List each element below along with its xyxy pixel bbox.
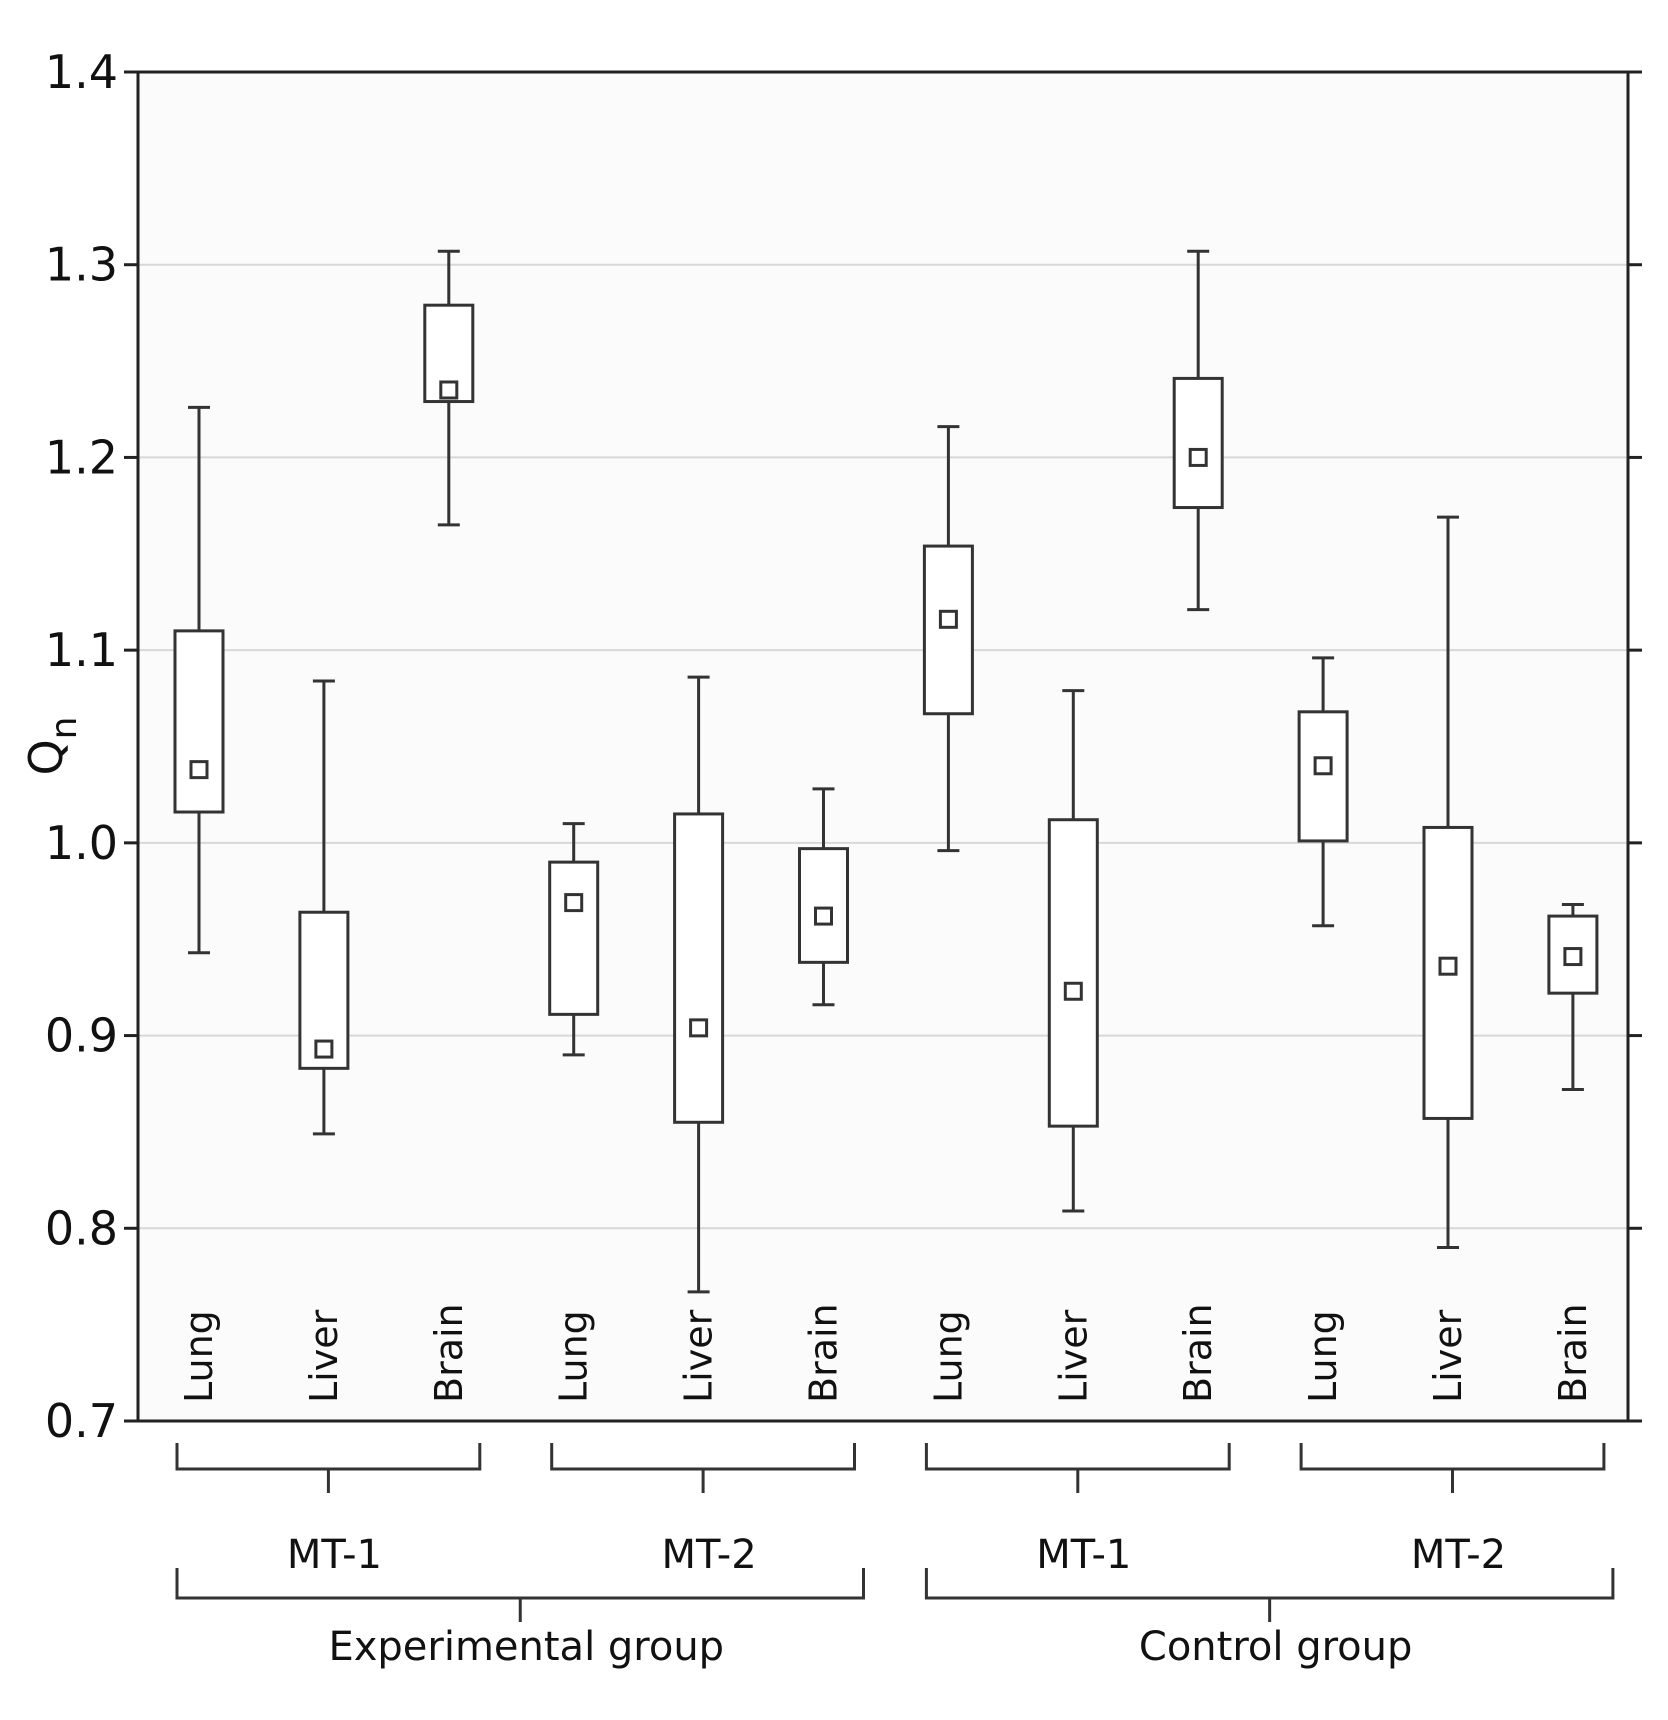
grid-lines [138, 263, 1628, 1230]
y-tick-label-7: 1.4 [45, 45, 118, 99]
group-label-1: MT-2 [662, 1532, 757, 1578]
y-tick-label-5: 1.2 [45, 430, 118, 484]
category-label-10: Liver [1426, 1309, 1470, 1403]
box-8-body [1172, 376, 1224, 510]
category-label-11: Brain [1551, 1303, 1595, 1403]
category-label-0: Lung [177, 1310, 221, 1403]
box-3-mean-marker [564, 893, 584, 913]
group-label-2: MT-1 [1036, 1532, 1131, 1578]
group-label-0: MT-1 [287, 1532, 382, 1578]
box-0 [173, 405, 225, 955]
box-7-body [1047, 818, 1099, 1128]
box-8-mean-marker [1188, 447, 1208, 467]
y-axis: 0.7 0.8 0.9 1.0 1.1 1.2 1.3 1.4 [45, 45, 1642, 1448]
box-10 [1422, 515, 1474, 1250]
box-8 [1172, 249, 1224, 612]
box-7 [1047, 689, 1099, 1213]
group-label-3: MT-2 [1411, 1532, 1506, 1578]
box-5-mean-marker [814, 906, 833, 926]
box-7-mean-marker [1063, 981, 1083, 1001]
box-3 [548, 822, 600, 1057]
box-2 [423, 249, 475, 527]
y-tick-label-0: 0.7 [45, 1394, 118, 1448]
box-5-body [798, 847, 849, 964]
group-brackets: MT-1 MT-2 MT-1 MT-2 Experimental group Contro… [175, 1443, 1615, 1670]
box-1-mean-marker [314, 1039, 334, 1059]
plot-area [138, 72, 1628, 1421]
category-label-5: Brain [802, 1303, 846, 1403]
supergroup-bracket-1 [924, 1568, 1615, 1622]
box-5 [798, 787, 849, 1007]
box-2-mean-marker [439, 380, 459, 400]
box-6-body [922, 544, 974, 716]
category-labels: Lung Liver Brain Lung Liver Brain Lung Liver Bra… [177, 1303, 1595, 1403]
group-bracket-1 [550, 1443, 856, 1493]
y-axis-label-main: Q [19, 739, 73, 775]
box-9 [1297, 656, 1349, 928]
category-label-4: Liver [677, 1309, 721, 1403]
plot-frame [136, 70, 1630, 1423]
supergroup-label-0: Experimental group [328, 1624, 724, 1670]
box-1 [298, 679, 350, 1136]
box-6 [922, 425, 974, 853]
box-11-mean-marker [1563, 947, 1583, 967]
y-tick-label-3: 1.0 [45, 816, 118, 870]
category-label-1: Liver [302, 1309, 346, 1403]
box-0-body [173, 629, 225, 814]
box-6-mean-marker [938, 609, 958, 629]
boxes [173, 249, 1599, 1294]
group-bracket-0 [175, 1443, 482, 1493]
y-tick-label-2: 0.9 [45, 1009, 118, 1063]
group-bracket-2 [924, 1443, 1231, 1493]
group-bracket-3 [1299, 1443, 1606, 1493]
box-4-mean-marker [689, 1018, 709, 1038]
category-label-8: Brain [1176, 1303, 1220, 1403]
category-label-7: Liver [1051, 1309, 1095, 1403]
category-label-9: Lung [1301, 1310, 1345, 1403]
box-9-body [1297, 710, 1349, 843]
category-label-2: Brain [427, 1303, 471, 1403]
y-axis-label-subscript: n [44, 716, 85, 739]
box-11 [1547, 903, 1599, 1092]
y-tick-label-6: 1.3 [45, 238, 118, 292]
supergroup-label-1: Control group [1139, 1624, 1412, 1670]
box-9-mean-marker [1313, 756, 1333, 776]
category-label-6: Lung [926, 1310, 970, 1403]
y-axis-label: Qn [19, 716, 85, 775]
box-0-mean-marker [189, 760, 209, 780]
supergroup-bracket-0 [175, 1568, 865, 1622]
category-label-3: Lung [552, 1310, 596, 1403]
box-4 [673, 675, 725, 1294]
y-tick-label-1: 0.8 [45, 1201, 118, 1255]
box-4-body [673, 812, 725, 1124]
y-tick-label-4: 1.1 [45, 623, 118, 677]
box-3-body [548, 860, 600, 1016]
box-10-mean-marker [1438, 956, 1458, 976]
